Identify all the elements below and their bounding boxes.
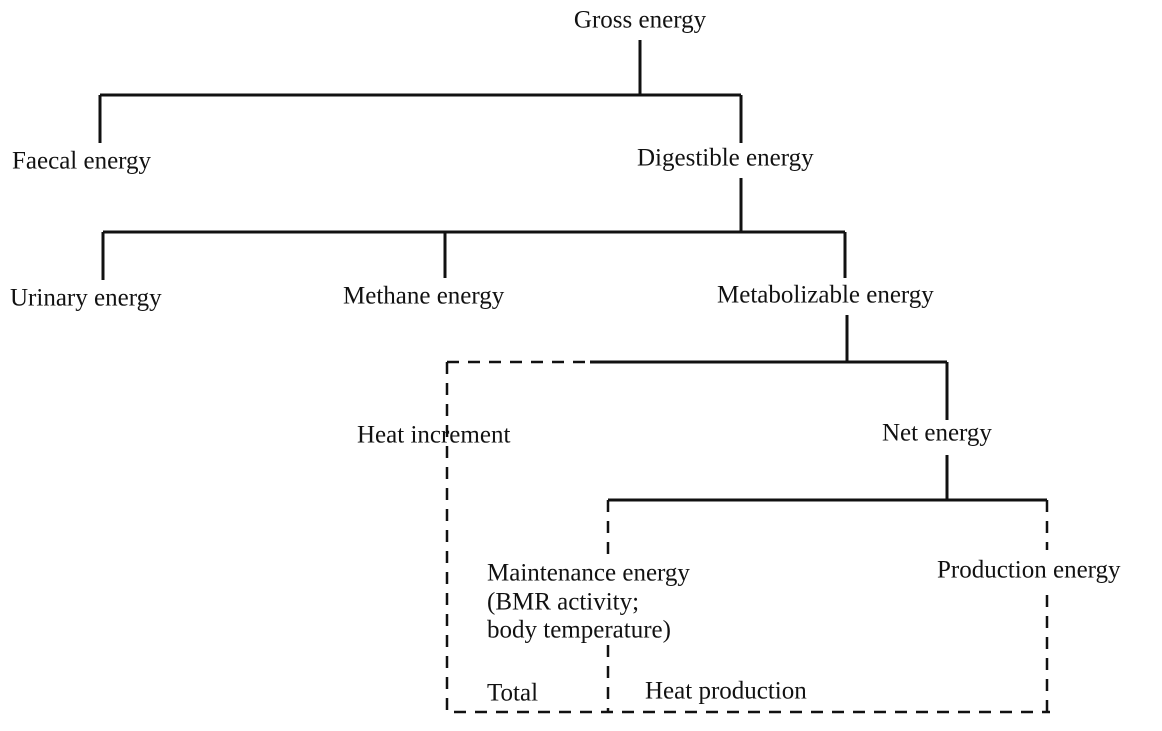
connector <box>608 455 1047 502</box>
connector <box>590 315 949 420</box>
node-label: Digestible energy <box>637 145 814 172</box>
connectors <box>98 40 1050 714</box>
node-label: Total <box>487 680 538 707</box>
node-label: Production energy <box>937 557 1121 584</box>
node-label: body temperature) <box>487 617 671 644</box>
node-label: (BMR activity; <box>487 589 639 616</box>
dashed-connector <box>445 360 1050 714</box>
connector <box>98 40 743 143</box>
node-label: Metabolizable energy <box>717 282 934 309</box>
node-label: Heat increment <box>357 422 510 449</box>
node-label: Heat production <box>645 678 807 705</box>
connector <box>101 178 847 280</box>
node-label: Methane energy <box>343 283 505 310</box>
node-label: Urinary energy <box>10 285 162 312</box>
dashed-connector <box>606 500 1049 712</box>
node-label: Gross energy <box>574 7 707 34</box>
node-label: Faecal energy <box>12 148 152 175</box>
node-label: Maintenance energy <box>487 560 690 587</box>
node-label: Net energy <box>882 420 992 447</box>
